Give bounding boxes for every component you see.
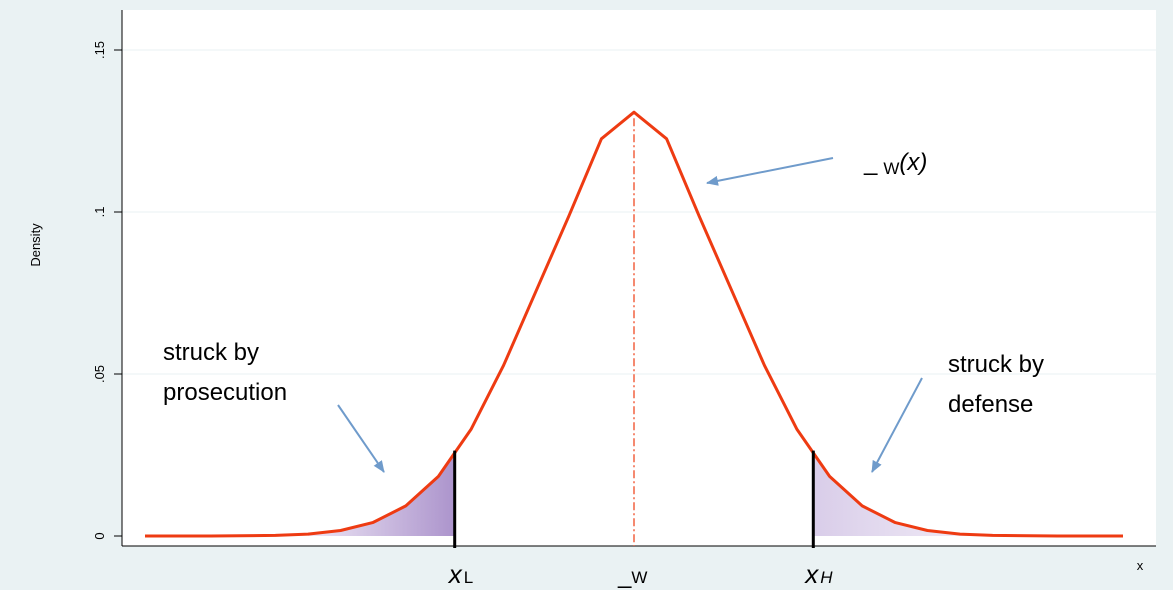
x-axis-label: x: [1137, 558, 1144, 573]
mean-symbol: _: [617, 562, 632, 589]
mean-sub: W: [631, 568, 647, 587]
y-tick-label: .1: [92, 207, 107, 218]
arrow-prosecution: [337, 404, 385, 473]
x-high-main: x: [803, 559, 819, 589]
density-function-sub: W: [883, 159, 899, 178]
y-ticks: 0 .05 .1 .15: [92, 41, 122, 540]
x-low-main: x: [447, 559, 463, 589]
annotation-prosecution-line2: prosecution: [163, 379, 287, 406]
arrow-defense: [871, 377, 923, 473]
shaded-area-defense: [813, 452, 993, 536]
y-axis-label: Density: [28, 223, 43, 267]
density-function-arg: (x): [899, 149, 927, 176]
gridlines: [122, 49, 1156, 375]
y-tick-label: .05: [92, 365, 107, 383]
arrow-density-function: [706, 157, 834, 186]
plot-area: [122, 10, 1156, 546]
annotation-defense-line1: struck by: [948, 351, 1044, 378]
y-tick-label: 0: [92, 532, 107, 539]
annotation-prosecution-line1: struck by: [163, 339, 259, 366]
density-function-symbol: _: [863, 149, 878, 176]
x-low-sub: L: [464, 568, 473, 587]
mean-tick-label: _W: [617, 562, 647, 589]
density-curve: [145, 110, 1123, 538]
annotation-defense-line2: defense: [948, 391, 1033, 418]
x-high-sub: H: [820, 568, 833, 587]
annotation-density-function: _ W(x): [863, 149, 927, 178]
y-tick-label: .15: [92, 41, 107, 59]
shaded-area-prosecution: [308, 452, 455, 536]
tail-shading: [308, 452, 993, 536]
